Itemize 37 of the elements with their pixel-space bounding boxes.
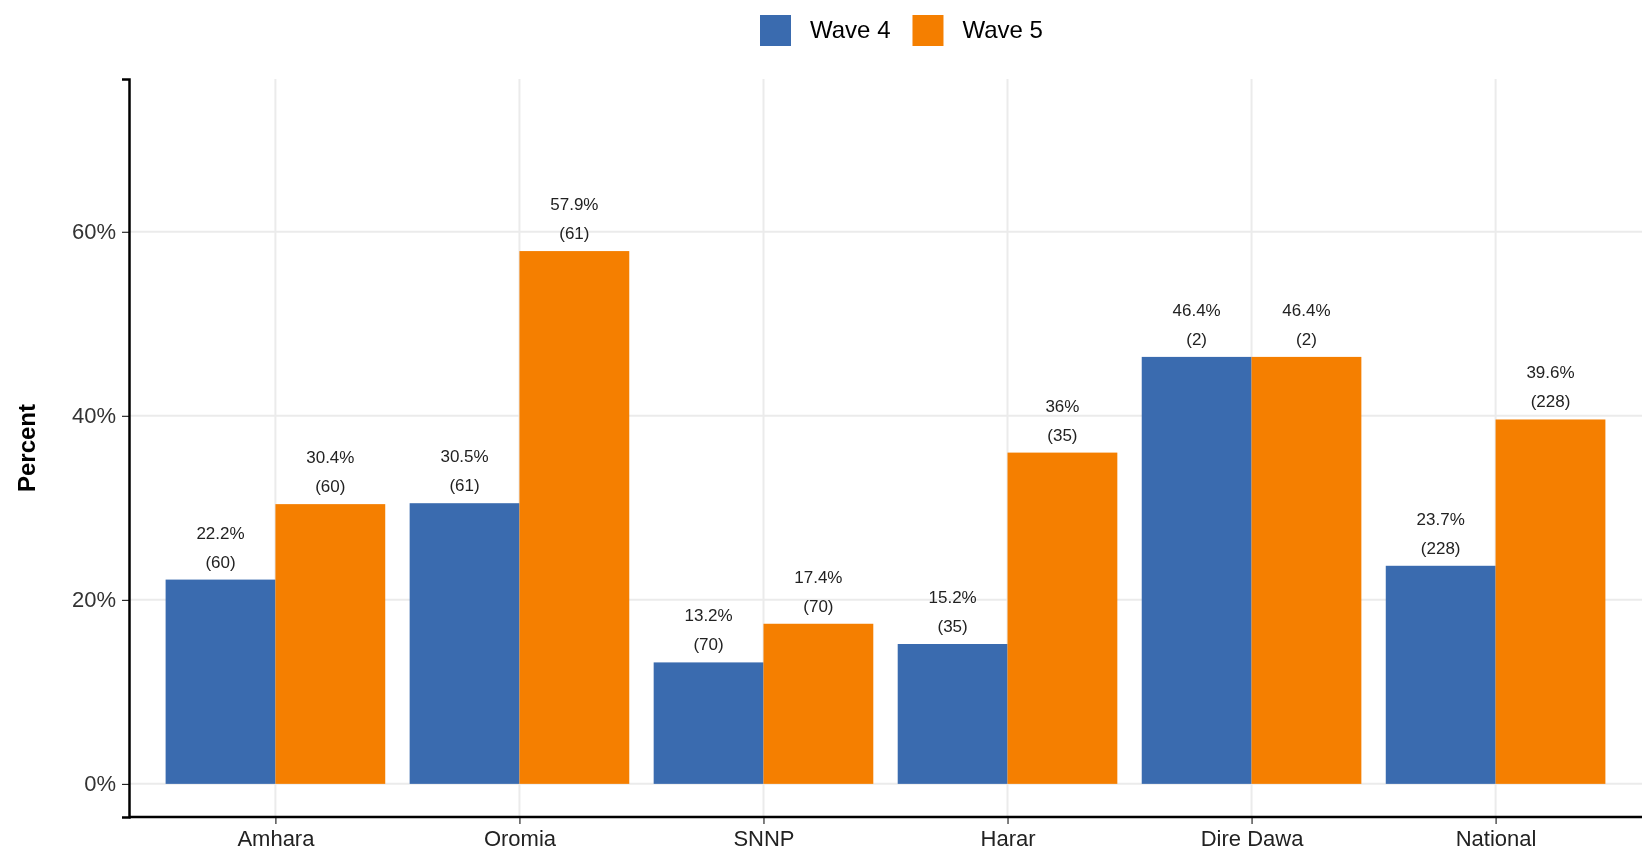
bar [1007, 452, 1118, 784]
y-tick-label: 0% [84, 771, 116, 797]
data-label: 46.4% (2) [1172, 300, 1221, 349]
data-label: 23.7% (228) [1416, 509, 1465, 558]
bar [519, 251, 630, 784]
x-tick-label: SNNP [733, 825, 795, 851]
data-label: 30.4% (60) [306, 448, 355, 497]
y-tick-label: 40% [71, 403, 116, 429]
bar [653, 662, 764, 784]
data-label: 17.4% (70) [794, 567, 843, 616]
legend-label: Wave 4 [810, 16, 891, 43]
bar [165, 579, 276, 784]
y-axis-title: Percent [13, 403, 40, 493]
data-label: 36% (35) [1045, 396, 1080, 445]
data-label: 57.9% (61) [550, 195, 599, 244]
bar [1141, 356, 1252, 784]
bar [275, 504, 386, 784]
legend-label: Wave 5 [962, 16, 1043, 43]
data-label: 13.2% (70) [684, 606, 733, 655]
bar [1495, 419, 1606, 784]
x-tick-label: National [1455, 825, 1537, 851]
x-tick-label: Harar [980, 825, 1036, 851]
y-tick-label: 60% [71, 219, 116, 245]
data-label: 22.2% (60) [196, 523, 245, 572]
x-tick-label: Oromia [483, 825, 557, 851]
bar [1385, 565, 1496, 784]
bar [897, 644, 1008, 784]
x-tick-label: Dire Dawa [1200, 825, 1305, 851]
x-tick-label: Amhara [237, 825, 316, 851]
y-tick-label: 20% [71, 587, 116, 613]
data-label: 46.4% (2) [1282, 300, 1331, 349]
data-label: 15.2% (35) [928, 588, 977, 636]
bar [1251, 356, 1362, 784]
bar [409, 503, 520, 784]
bar [763, 623, 874, 784]
data-label: 30.5% (61) [440, 447, 489, 496]
data-label: 39.6% (228) [1526, 363, 1575, 412]
